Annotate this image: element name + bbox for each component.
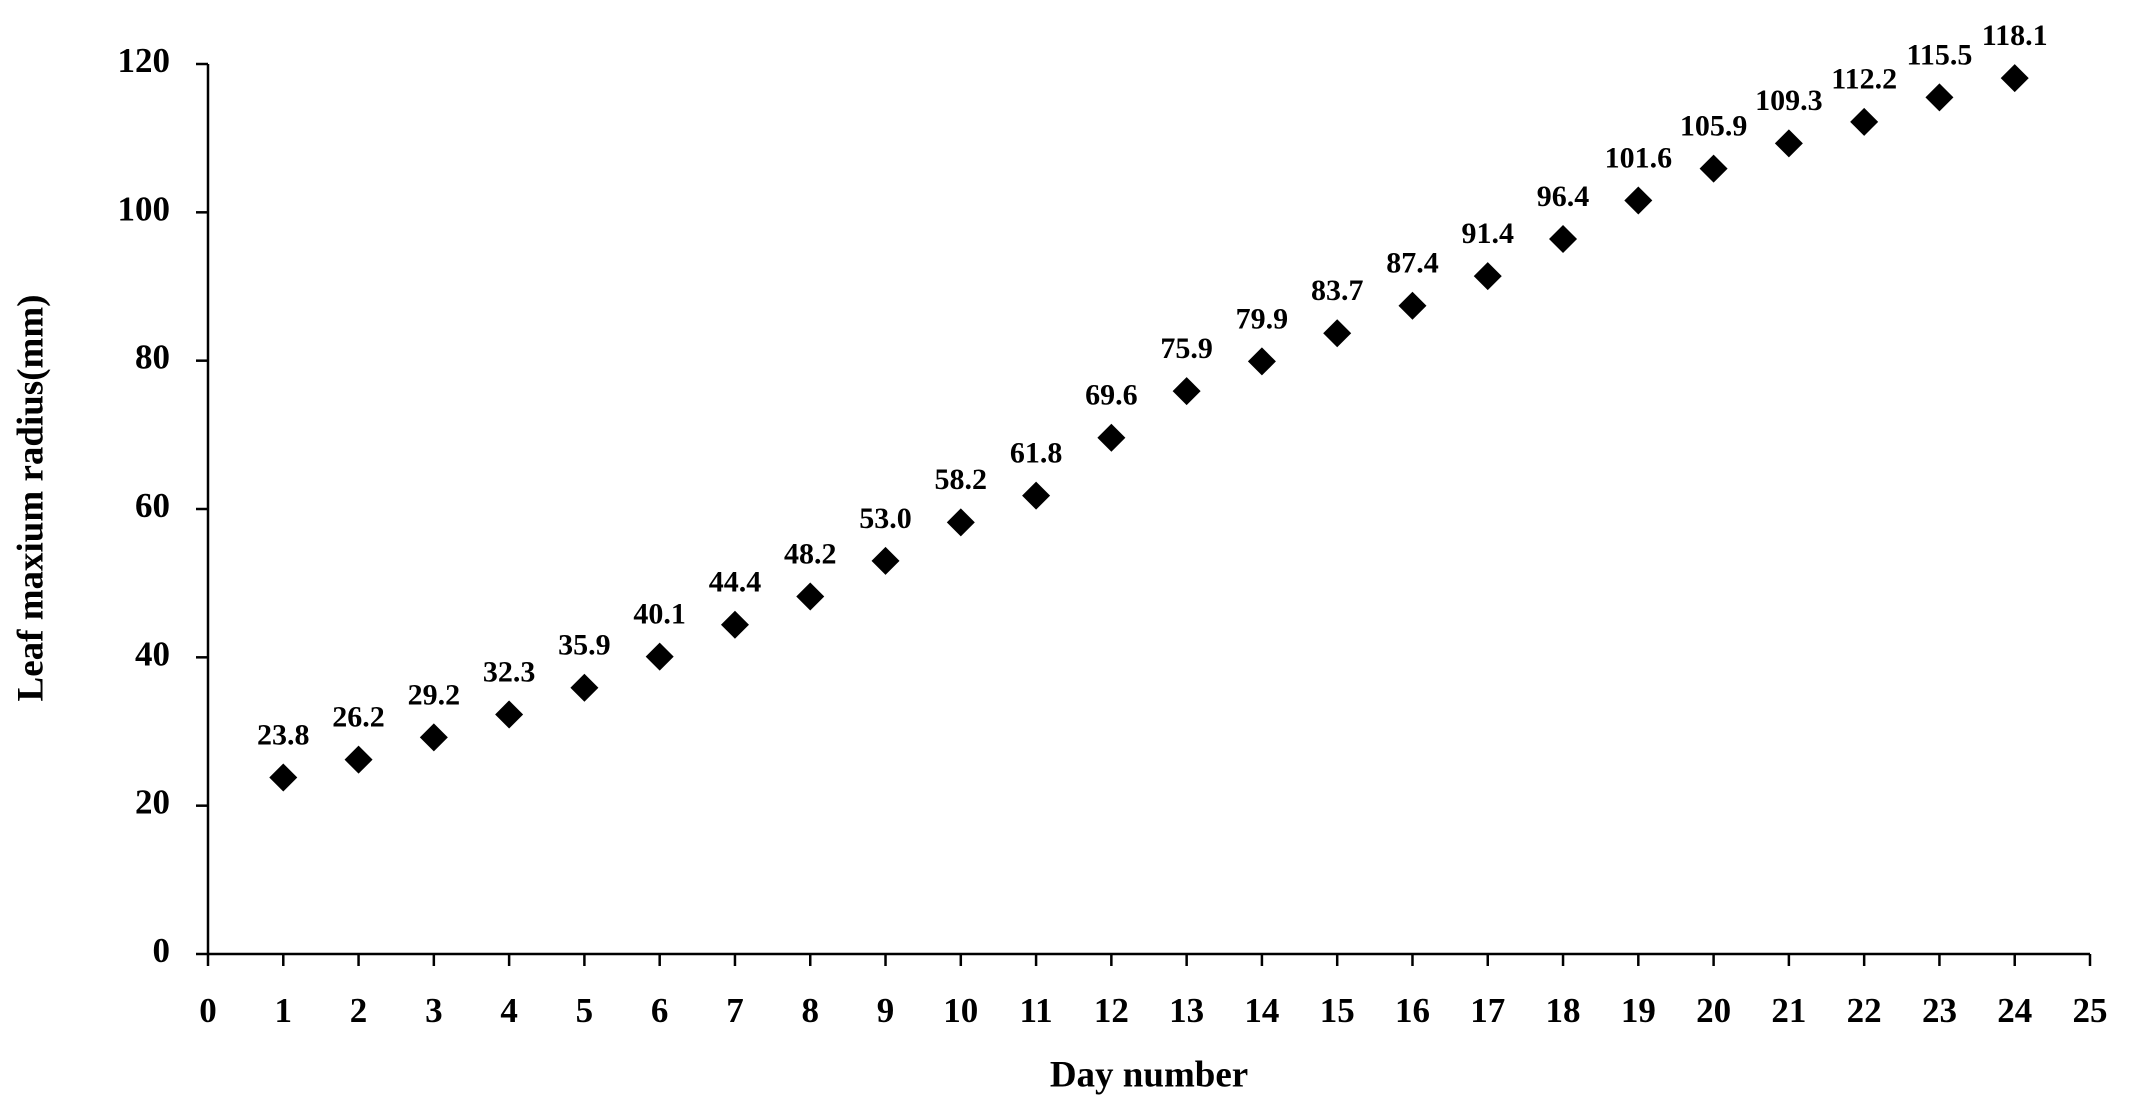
x-tick-label: 11: [1020, 991, 1053, 1030]
x-tick-label: 22: [1847, 991, 1882, 1030]
point: [419, 723, 448, 752]
data-label: 53.0: [859, 502, 912, 535]
point: [1774, 129, 1803, 158]
point: [1925, 83, 1954, 112]
point: [946, 508, 975, 537]
y-tick-label: 60: [135, 486, 170, 525]
point: [344, 745, 373, 774]
point: [1549, 225, 1578, 254]
point: [1022, 481, 1051, 510]
y-tick-label: 40: [135, 634, 170, 673]
x-tick-label: 3: [425, 991, 443, 1030]
x-tick-label: 19: [1621, 991, 1656, 1030]
point: [796, 582, 825, 611]
data-label: 26.2: [332, 701, 385, 734]
data-label: 96.4: [1537, 180, 1590, 213]
x-tick-label: 4: [500, 991, 518, 1030]
data-label: 29.2: [408, 678, 461, 711]
data-label: 32.3: [483, 655, 536, 688]
x-tick-label: 12: [1094, 991, 1129, 1030]
data-label: 58.2: [935, 463, 988, 496]
data-label: 79.9: [1236, 302, 1289, 335]
data-label: 23.8: [257, 718, 310, 751]
y-tick-label: 80: [135, 338, 170, 377]
y-tick-label: 0: [153, 931, 171, 970]
y-axis-label: Leaf maxium radius(mm): [10, 295, 51, 702]
x-tick-label: 7: [726, 991, 744, 1030]
data-label: 112.2: [1831, 63, 1897, 96]
data-label: 118.1: [1982, 19, 2048, 52]
x-tick-label: 5: [576, 991, 594, 1030]
point: [1624, 186, 1653, 215]
point: [570, 673, 599, 702]
x-tick-label: 6: [651, 991, 669, 1030]
x-tick-label: 25: [2073, 991, 2108, 1030]
x-tick-label: 24: [1997, 991, 2032, 1030]
y-tick-label: 120: [118, 41, 171, 80]
data-label: 48.2: [784, 537, 837, 570]
x-tick-label: 16: [1395, 991, 1430, 1030]
point: [871, 546, 900, 575]
y-tick-label: 20: [135, 783, 170, 822]
point: [645, 642, 674, 671]
point: [1699, 154, 1728, 183]
point: [269, 763, 298, 792]
x-tick-label: 20: [1696, 991, 1731, 1030]
x-tick-label: 18: [1546, 991, 1581, 1030]
x-axis-label: Day number: [1050, 1054, 1248, 1095]
point: [1097, 423, 1126, 452]
data-label: 44.4: [709, 566, 762, 599]
point: [720, 610, 749, 639]
x-tick-label: 10: [943, 991, 978, 1030]
point: [1398, 291, 1427, 320]
data-label: 83.7: [1311, 274, 1364, 307]
point: [2000, 64, 2029, 93]
point: [1850, 107, 1879, 136]
y-tick-label: 100: [118, 189, 171, 228]
x-tick-label: 15: [1320, 991, 1355, 1030]
data-label: 87.4: [1386, 247, 1439, 280]
point: [1323, 319, 1352, 348]
x-tick-label: 21: [1771, 991, 1806, 1030]
x-tick-label: 14: [1244, 991, 1279, 1030]
x-tick-label: 9: [877, 991, 895, 1030]
data-label: 109.3: [1755, 84, 1823, 117]
data-label: 40.1: [633, 597, 686, 630]
data-label: 75.9: [1160, 332, 1213, 365]
point: [1172, 377, 1201, 406]
x-tick-label: 23: [1922, 991, 1957, 1030]
point: [1473, 262, 1502, 291]
x-tick-label: 13: [1169, 991, 1204, 1030]
data-label: 91.4: [1462, 217, 1515, 250]
point: [1247, 347, 1276, 376]
point: [495, 700, 524, 729]
x-tick-label: 2: [350, 991, 368, 1030]
data-label: 69.6: [1085, 379, 1138, 412]
data-label: 61.8: [1010, 437, 1063, 470]
x-tick-label: 1: [275, 991, 293, 1030]
data-label: 105.9: [1680, 109, 1748, 142]
x-tick-label: 17: [1470, 991, 1505, 1030]
x-tick-label: 0: [199, 991, 217, 1030]
x-tick-label: 8: [801, 991, 819, 1030]
data-label: 101.6: [1605, 141, 1673, 174]
data-label: 35.9: [558, 629, 611, 662]
data-label: 115.5: [1907, 38, 1973, 71]
